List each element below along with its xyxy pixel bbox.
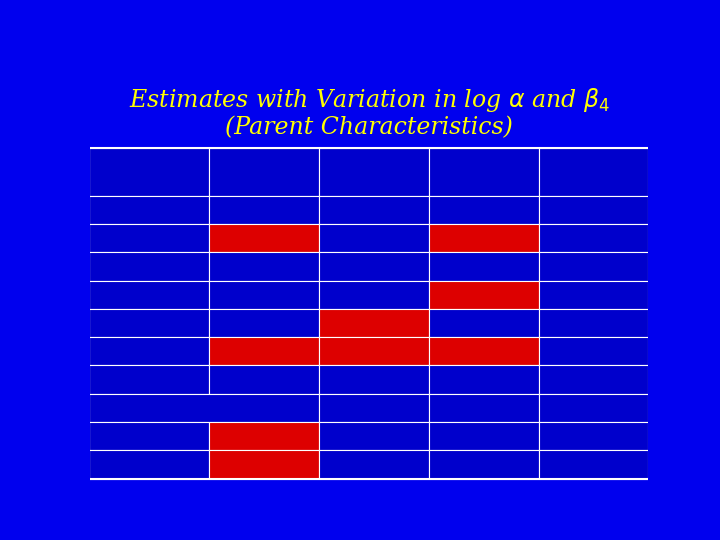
Text: 0.116: 0.116 xyxy=(465,373,503,386)
Bar xyxy=(539,309,649,337)
Bar xyxy=(89,252,209,281)
Bar xyxy=(89,309,209,337)
Text: 0.115: 0.115 xyxy=(246,288,283,301)
Text: -0.009: -0.009 xyxy=(353,288,395,301)
Bar xyxy=(539,394,649,422)
Text: -0.287**: -0.287** xyxy=(346,345,402,358)
Bar xyxy=(89,337,209,366)
Text: 0.184: 0.184 xyxy=(355,373,393,386)
Bar xyxy=(319,450,429,478)
Text: Estimates with Variation in log $\alpha$ and $\beta_4$: Estimates with Variation in log $\alpha$… xyxy=(129,86,609,114)
Text: Estimate on
log β₁: Estimate on log β₁ xyxy=(554,158,634,186)
Bar xyxy=(209,224,319,252)
Bar xyxy=(209,337,319,366)
Text: -0.095**: -0.095** xyxy=(236,458,292,471)
Bar xyxy=(89,366,209,394)
Bar xyxy=(319,309,429,337)
Text: 0.331**: 0.331** xyxy=(348,316,400,329)
Text: White: White xyxy=(94,288,133,301)
Bar xyxy=(319,148,429,196)
Bar xyxy=(539,196,649,224)
Bar xyxy=(429,196,539,224)
Bar xyxy=(209,422,319,450)
Text: #ADLs: #ADLs xyxy=(94,458,140,471)
Bar xyxy=(539,252,649,281)
Text: 0.353**: 0.353** xyxy=(238,373,289,386)
Bar xyxy=(539,337,649,366)
Text: -5.089**: -5.089** xyxy=(236,204,292,217)
Bar xyxy=(89,148,649,478)
Bar xyxy=(89,394,319,422)
Bar xyxy=(429,252,539,281)
Bar xyxy=(209,252,319,281)
Text: Age/100: Age/100 xyxy=(94,430,149,443)
Text: -0.020**: -0.020** xyxy=(236,260,292,273)
Bar xyxy=(319,337,429,366)
Bar xyxy=(539,450,649,478)
Bar xyxy=(209,148,319,196)
Text: Estimate on
log α: Estimate on log α xyxy=(224,158,304,186)
Bar xyxy=(429,422,539,450)
Bar xyxy=(539,281,649,309)
Bar xyxy=(319,196,429,224)
Text: Estimate on
β₄: Estimate on β₄ xyxy=(444,158,524,186)
Bar xyxy=(429,337,539,366)
Bar xyxy=(429,224,539,252)
Bar xyxy=(319,224,429,252)
Bar xyxy=(89,196,209,224)
Bar xyxy=(319,422,429,450)
Bar xyxy=(89,281,209,309)
Text: Variable: Variable xyxy=(122,165,177,178)
Bar xyxy=(209,281,319,309)
Text: -0.864**: -0.864** xyxy=(236,232,292,245)
Bar xyxy=(319,252,429,281)
Bar xyxy=(209,366,319,394)
Bar xyxy=(429,309,539,337)
Bar xyxy=(89,224,209,252)
Bar xyxy=(319,394,429,422)
Text: -0.165**: -0.165** xyxy=(236,345,292,358)
Text: 0.913: 0.913 xyxy=(465,232,503,245)
Bar xyxy=(209,450,319,478)
Text: Age/100: Age/100 xyxy=(94,232,149,245)
Text: 2.599**: 2.599** xyxy=(238,430,289,443)
Bar xyxy=(319,366,429,394)
Bar xyxy=(319,281,429,309)
Bar xyxy=(209,309,319,337)
Text: Constant: Constant xyxy=(94,204,154,217)
Bar xyxy=(209,196,319,224)
Text: Married: Married xyxy=(94,316,148,329)
Bar xyxy=(539,422,649,450)
Text: -0.280**: -0.280** xyxy=(456,345,512,358)
Text: Spouse Characteristics: Spouse Characteristics xyxy=(94,401,248,414)
Text: -0.236: -0.236 xyxy=(463,288,505,301)
Bar xyxy=(429,281,539,309)
Text: Education: Education xyxy=(94,260,161,273)
Bar xyxy=(429,394,539,422)
Bar xyxy=(429,148,539,196)
Bar xyxy=(429,366,539,394)
Bar xyxy=(89,450,209,478)
Bar xyxy=(539,366,649,394)
Text: Mother: Mother xyxy=(94,373,143,386)
Bar xyxy=(539,224,649,252)
Bar xyxy=(89,148,209,196)
Text: #ADLs: #ADLs xyxy=(94,345,140,358)
Text: -3.203**: -3.203** xyxy=(346,204,402,217)
Bar xyxy=(429,450,539,478)
Text: Estimate on
logZ: Estimate on logZ xyxy=(334,158,414,186)
Bar xyxy=(89,422,209,450)
Text: -4.186**: -4.186** xyxy=(456,204,512,217)
Text: -3.121**: -3.121** xyxy=(346,232,402,245)
Text: (Parent Characteristics): (Parent Characteristics) xyxy=(225,117,513,139)
Text: -0.722**: -0.722** xyxy=(566,204,621,217)
Bar xyxy=(539,148,649,196)
